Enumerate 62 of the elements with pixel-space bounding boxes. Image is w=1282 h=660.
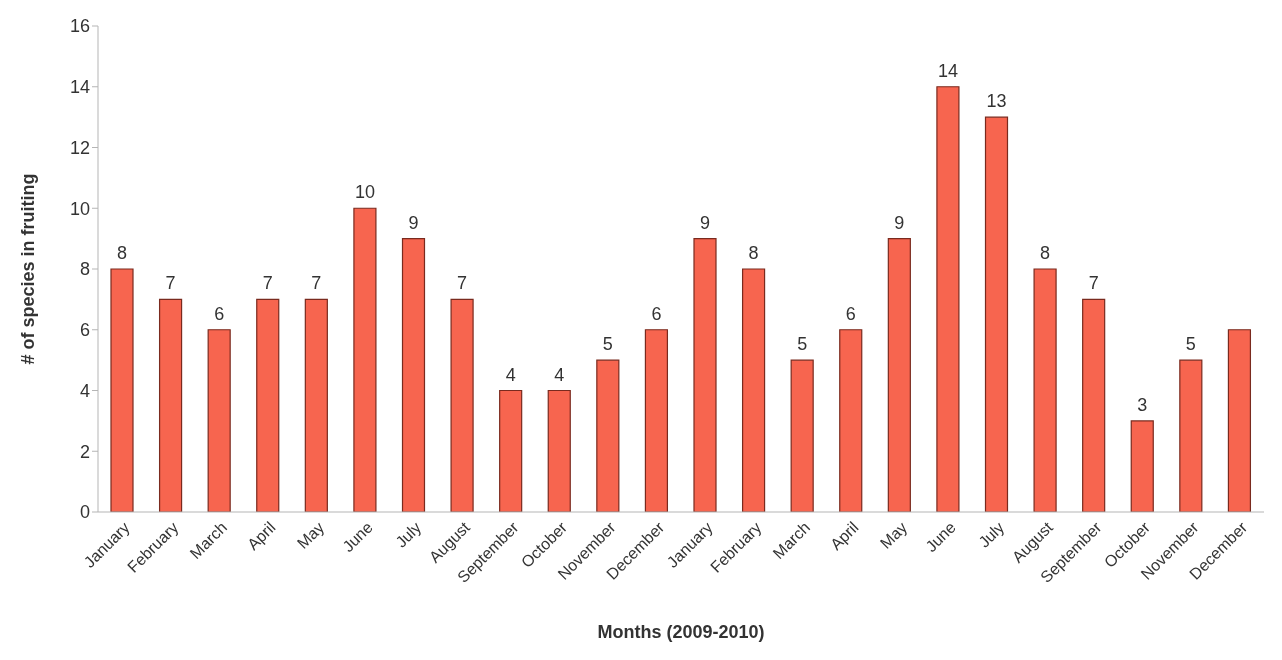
data-label: 9: [699, 212, 711, 233]
bar: [984, 116, 1009, 512]
bar: [936, 86, 960, 512]
x-axis-title: Months (2009-2010): [597, 622, 765, 642]
y-tick-label: 14: [69, 77, 90, 98]
y-tick-label: 0: [79, 502, 90, 523]
data-label: 9: [408, 212, 419, 233]
data-label: 8: [748, 243, 759, 263]
bar: [741, 268, 766, 512]
bar: [547, 389, 571, 512]
bar: [644, 329, 669, 512]
bar: [887, 238, 911, 512]
bar: [1033, 268, 1057, 512]
y-tick-label: 16: [69, 16, 90, 37]
y-tick-label: 4: [79, 380, 90, 401]
data-label: 7: [262, 273, 273, 294]
bar: [790, 359, 814, 512]
y-tick-label: 10: [69, 198, 90, 219]
data-label: 4: [554, 364, 565, 385]
data-label: 7: [457, 273, 468, 294]
bar: [596, 359, 620, 512]
bar: [839, 329, 863, 512]
data-label: 5: [797, 334, 808, 355]
bar: [450, 298, 474, 512]
data-label: 13: [986, 91, 1007, 112]
data-label: 6: [214, 303, 225, 324]
y-axis-title: # of species in fruiting: [18, 173, 39, 365]
bar: [1227, 329, 1252, 512]
data-label: 7: [165, 273, 176, 294]
data-label: 7: [1088, 273, 1099, 294]
x-tick-label: July: [975, 518, 1008, 551]
data-label: 9: [894, 212, 905, 233]
y-tick-label: 12: [69, 137, 90, 158]
data-label: 7: [311, 273, 322, 294]
x-tick-label: May: [876, 518, 911, 552]
data-label: 10: [354, 182, 375, 203]
bar: [1130, 420, 1154, 512]
bar: [158, 298, 183, 512]
bar: [499, 389, 523, 512]
data-label: 5: [1185, 334, 1196, 355]
data-label: 5: [602, 334, 613, 355]
x-tick-label: May: [293, 518, 328, 552]
data-label: 14: [937, 60, 958, 81]
bar: [1179, 359, 1203, 512]
data-label: 8: [1040, 243, 1051, 263]
y-tick-label: 6: [79, 320, 90, 341]
data-label: 3: [1137, 394, 1148, 415]
y-tick-label: 8: [79, 259, 90, 280]
bar: [110, 268, 134, 512]
bar: [1082, 298, 1106, 512]
bar: [256, 298, 280, 512]
bar: [353, 207, 377, 512]
data-label: 8: [116, 243, 128, 263]
bar: [207, 329, 231, 512]
x-tick-label: July: [392, 518, 425, 551]
y-tick-label: 2: [79, 441, 90, 462]
data-label: 6: [845, 303, 856, 324]
bar: [304, 298, 328, 512]
data-label: 4: [505, 364, 516, 385]
data-label: 6: [651, 303, 662, 324]
bar: [693, 238, 717, 512]
bar: [401, 238, 426, 512]
